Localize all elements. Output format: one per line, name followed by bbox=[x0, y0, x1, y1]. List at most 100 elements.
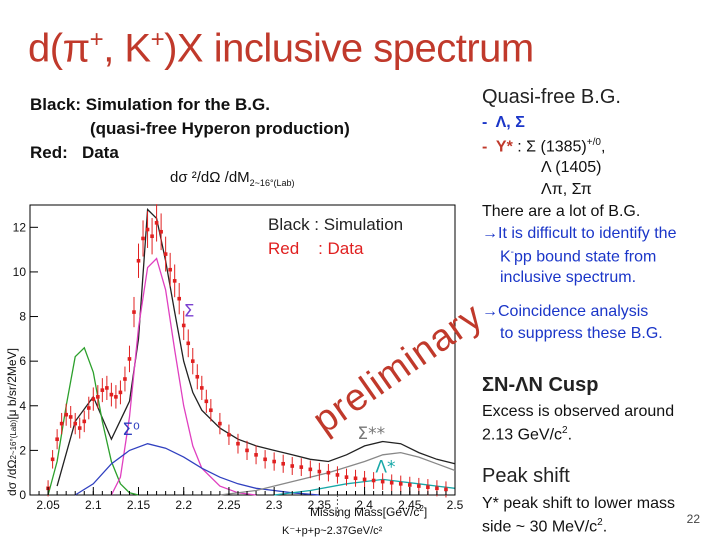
data-point bbox=[59, 421, 64, 426]
data-point bbox=[371, 478, 376, 483]
plot-frame bbox=[29, 204, 456, 496]
data-point bbox=[82, 419, 87, 424]
data-point bbox=[335, 473, 340, 477]
chart-annotation: Λ* bbox=[375, 458, 395, 478]
data-point bbox=[127, 357, 132, 361]
chart-legend: Black : Simulation Red : Data bbox=[268, 215, 403, 258]
data-point bbox=[254, 453, 258, 457]
quasi-free-item-lambda-sigma: - Λ, Σ bbox=[482, 114, 525, 131]
page-number: 22 bbox=[686, 512, 700, 526]
data-point bbox=[281, 461, 285, 466]
difficult-line-3: inclusive spectrum. bbox=[500, 269, 637, 286]
data-point bbox=[118, 390, 123, 395]
ystar-lambda-pi: Λπ, Σπ bbox=[541, 181, 592, 198]
coincidence-line-2: to suppress these B.G. bbox=[500, 325, 663, 342]
x-tick-label: 2.35 bbox=[308, 498, 332, 512]
data-point bbox=[263, 457, 267, 462]
data-point bbox=[326, 470, 331, 475]
data-point bbox=[190, 359, 195, 363]
data-point bbox=[209, 408, 213, 413]
data-point bbox=[236, 441, 240, 446]
y-tick-label: 6 bbox=[19, 354, 26, 368]
svg-text:dσ /dΩ2~16°(Lab)[μ b/sr/2MeV]: dσ /dΩ2~16°(Lab)[μ b/sr/2MeV] bbox=[5, 348, 19, 496]
coincidence-line-1: →Coincidence analysis bbox=[482, 303, 649, 320]
x-tick-label: 2.25 bbox=[217, 498, 241, 512]
chart-annotation: Σ⁰ bbox=[122, 420, 140, 440]
peak-shift-text-1: Y* peak shift to lower mass bbox=[482, 495, 675, 512]
slide-title: d(π+, K+)X inclusive spectrum bbox=[28, 26, 534, 71]
cusp-heading: ΣN-ΛN Cusp bbox=[482, 374, 599, 396]
data-point bbox=[123, 377, 127, 381]
data-point bbox=[68, 415, 73, 419]
chart-annotation: Σ** bbox=[357, 424, 385, 444]
data-point bbox=[308, 467, 313, 472]
data-point bbox=[136, 258, 141, 263]
data-point bbox=[186, 341, 191, 346]
data-point bbox=[105, 386, 109, 390]
y-tick-label: 4 bbox=[19, 399, 26, 413]
y-tick-label: 8 bbox=[19, 310, 26, 324]
data-point bbox=[398, 482, 403, 486]
data-point bbox=[272, 459, 276, 464]
data-point bbox=[109, 392, 114, 397]
legend-entry-simulation: Black : Simulation bbox=[268, 215, 403, 234]
data-point bbox=[218, 421, 222, 426]
data-point bbox=[245, 448, 249, 453]
chart-annotation: Σ bbox=[184, 302, 195, 322]
data-point bbox=[417, 484, 421, 488]
legend-entry-data: Red : Data bbox=[268, 239, 364, 258]
y-axis-label: dσ /dΩ2~16°(Lab)[μ b/sr/2MeV] bbox=[5, 348, 19, 496]
legend-red-line: Red: Data bbox=[30, 143, 119, 162]
series-line bbox=[110, 257, 257, 496]
x-tick-label: 2.4 bbox=[356, 498, 373, 512]
data-point bbox=[353, 476, 358, 481]
data-point bbox=[444, 487, 448, 492]
data-point bbox=[362, 477, 367, 482]
data-point bbox=[145, 227, 150, 232]
data-point bbox=[163, 252, 168, 256]
legend-black-subline: (quasi-free Hyperon production) bbox=[90, 119, 350, 138]
data-point bbox=[64, 412, 68, 417]
data-point bbox=[159, 229, 163, 234]
data-point bbox=[96, 395, 100, 399]
x-tick-label: 2.5 bbox=[447, 498, 464, 512]
difficult-line-1: →It is difficult to identify the bbox=[482, 225, 677, 242]
data-point bbox=[86, 406, 91, 410]
data-point bbox=[132, 310, 136, 314]
x-tick-label: 2.05 bbox=[36, 498, 60, 512]
data-point bbox=[154, 221, 159, 225]
data-point bbox=[141, 236, 145, 241]
cusp-text-1: Excess is observed around bbox=[482, 403, 675, 420]
data-point bbox=[299, 465, 304, 469]
data-point bbox=[177, 296, 182, 301]
data-point bbox=[344, 475, 349, 479]
data-point bbox=[407, 483, 412, 487]
data-point bbox=[77, 426, 82, 430]
peak-shift-heading: Peak shift bbox=[482, 465, 570, 487]
data-point bbox=[150, 234, 154, 239]
data-point bbox=[100, 388, 105, 392]
data-point bbox=[290, 464, 295, 468]
peak-shift-text-2: side ~ 30 MeV/c2. bbox=[482, 517, 608, 536]
cusp-text-2: 2.13 GeV/c2. bbox=[482, 425, 573, 444]
series-line bbox=[74, 443, 320, 496]
data-point bbox=[227, 432, 231, 437]
data-point bbox=[204, 399, 209, 404]
data-point bbox=[181, 323, 186, 328]
data-point bbox=[172, 279, 177, 283]
x-tick-label: 2.45 bbox=[398, 498, 422, 512]
x-tick-label: 2.1 bbox=[85, 498, 102, 512]
threshold-note: K⁻+p+p~2.37GeV/c² bbox=[282, 525, 383, 537]
missing-mass-chart: dσ ²/dΩ /dM2~16°(Lab) dσ /dΩ2~16°(Lab)[μ… bbox=[5, 169, 464, 537]
data-point bbox=[380, 479, 385, 484]
quasi-free-heading: Quasi-free B.G. bbox=[482, 86, 621, 108]
ystar-lambda-1405: Λ (1405) bbox=[541, 159, 602, 176]
x-tick-label: 2.15 bbox=[127, 498, 151, 512]
data-point bbox=[200, 386, 204, 390]
y-tick-label: 2 bbox=[19, 443, 26, 457]
x-axis-label: Missing Mass[GeV/c2] bbox=[310, 504, 427, 519]
data-point bbox=[317, 469, 322, 474]
chart-title: dσ ²/dΩ /dM2~16°(Lab) bbox=[170, 169, 295, 188]
data-point bbox=[426, 485, 430, 489]
data-point bbox=[55, 437, 59, 442]
